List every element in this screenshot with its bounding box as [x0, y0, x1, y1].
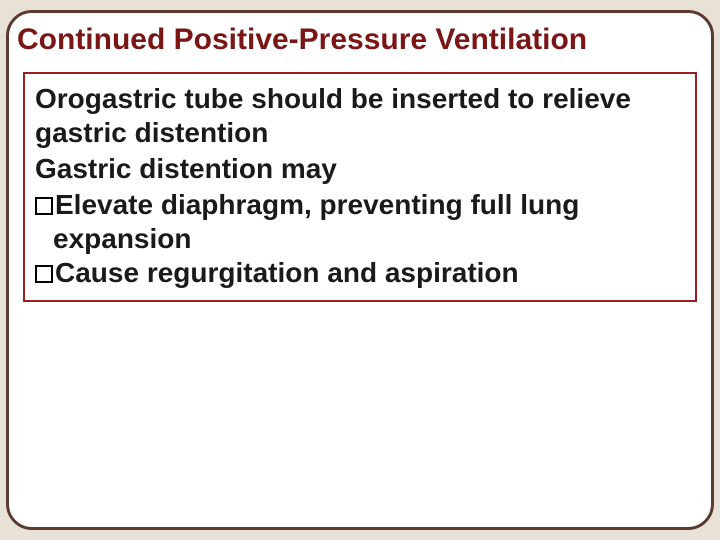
paragraph: Gastric distention may [35, 152, 685, 186]
bullet-text: Cause regurgitation and aspiration [55, 257, 519, 288]
bullet-item: Elevate diaphragm, preventing full lung … [35, 188, 685, 256]
slide: Continued Positive-Pressure Ventilation … [0, 0, 720, 540]
outer-frame: Continued Positive-Pressure Ventilation … [6, 10, 714, 530]
bullet-text: Elevate diaphragm, preventing full lung … [53, 189, 579, 254]
paragraph: Orogastric tube should be inserted to re… [35, 82, 685, 150]
square-bullet-icon [35, 197, 53, 215]
slide-title: Continued Positive-Pressure Ventilation [17, 23, 697, 58]
square-bullet-icon [35, 265, 53, 283]
content-box: Orogastric tube should be inserted to re… [23, 72, 697, 303]
bullet-item: Cause regurgitation and aspiration [35, 256, 685, 290]
